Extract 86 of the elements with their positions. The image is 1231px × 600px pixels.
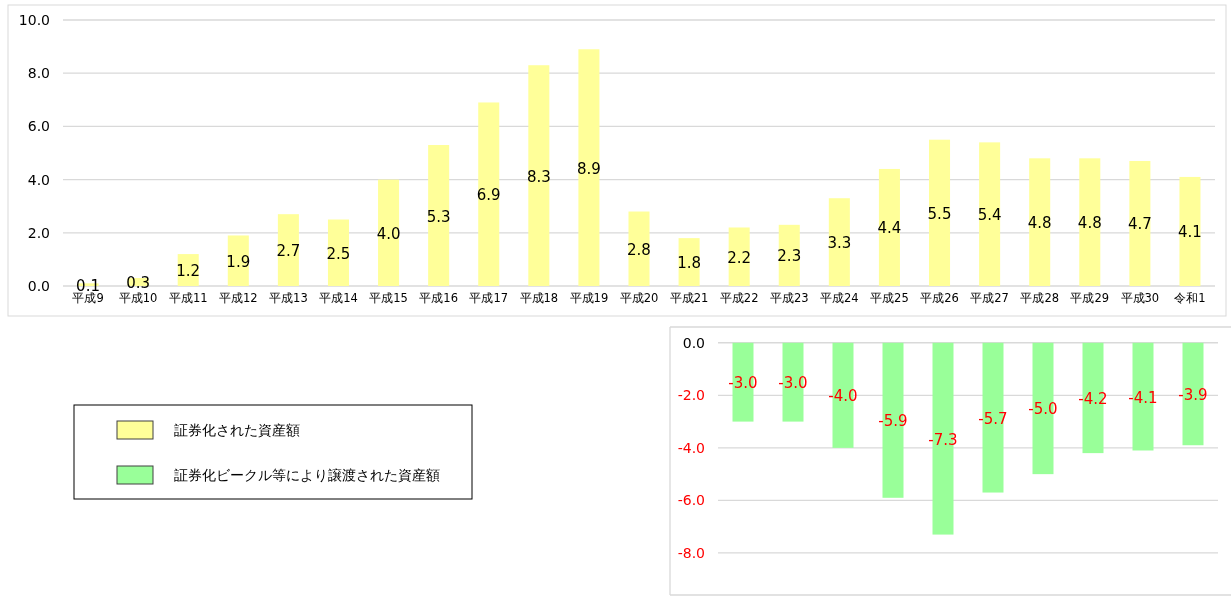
x-tick-label: 平成16	[419, 291, 458, 305]
data-label: -3.9	[1178, 386, 1208, 404]
x-tick-label: 平成27	[970, 291, 1009, 305]
data-label: 4.8	[1077, 214, 1102, 233]
y-tick-label: -8.0	[677, 544, 705, 561]
bar	[378, 179, 400, 286]
x-tick-label: 平成13	[269, 291, 308, 305]
bar	[628, 211, 650, 286]
data-label: 4.7	[1127, 215, 1152, 234]
y-tick-label: 2.0	[27, 224, 50, 241]
bar	[327, 219, 349, 286]
bar	[1029, 158, 1051, 286]
legend-label: 証券化された資産額	[174, 422, 300, 438]
x-tick-label: 平成23	[769, 291, 809, 305]
x-tick-label: 平成12	[218, 291, 258, 305]
x-tick-label: 平成11	[168, 291, 208, 305]
bar	[428, 145, 450, 286]
x-tick-label: 平成18	[519, 291, 559, 305]
x-tick-label: 平成29	[1070, 291, 1110, 305]
y-tick-label: 0.0	[27, 278, 50, 294]
data-label: 4.0	[376, 224, 401, 243]
data-label: 3.3	[827, 234, 852, 253]
data-label: -5.9	[878, 412, 908, 431]
x-tick-label: 平成19	[569, 291, 609, 305]
y-tick-label: 0.0	[682, 334, 705, 351]
bar	[528, 65, 550, 286]
data-label: 6.9	[476, 186, 501, 205]
data-label: 5.3	[426, 207, 451, 226]
data-label: 1.8	[677, 254, 702, 273]
legend-label: 証券化ビークル等により譲渡された資産額	[174, 467, 440, 483]
data-label: 8.9	[576, 159, 601, 178]
data-label: 8.3	[526, 167, 551, 186]
data-label: 4.4	[877, 219, 902, 238]
y-tick-label: -6.0	[677, 492, 705, 509]
bar	[227, 235, 249, 286]
data-label: 5.5	[927, 204, 952, 223]
bar	[578, 49, 600, 286]
bar	[1079, 158, 1101, 286]
x-tick-label: 平成10	[118, 291, 158, 305]
y-tick-label: 8.0	[27, 65, 50, 82]
bar	[277, 214, 299, 286]
x-tick-label: 平成14	[319, 291, 358, 305]
data-label: -3.0	[778, 374, 808, 393]
x-tick-label: 平成22	[719, 291, 759, 305]
x-tick-label: 平成15	[369, 291, 408, 305]
data-label: 2.5	[326, 244, 351, 263]
data-label: 4.8	[1027, 214, 1052, 233]
bar	[1179, 176, 1201, 286]
x-tick-label: 平成30	[1120, 291, 1160, 305]
y-tick-label: 6.0	[27, 118, 50, 135]
data-label: 2.7	[276, 242, 301, 261]
data-label: 2.2	[727, 248, 752, 267]
bar	[929, 139, 951, 286]
y-tick-label: 4.0	[27, 171, 50, 188]
data-label: 4.1	[1178, 223, 1202, 242]
y-tick-label: -2.0	[677, 387, 705, 404]
x-tick-label: 令和1	[1174, 291, 1206, 305]
data-label: 0.3	[126, 274, 151, 293]
data-label: 2.3	[777, 247, 802, 266]
x-tick-label: 平成21	[669, 291, 709, 305]
bar	[1129, 160, 1151, 286]
data-label: 2.8	[627, 240, 651, 259]
x-tick-label: 平成26	[920, 291, 959, 305]
data-label: -7.3	[928, 430, 958, 449]
x-tick-label: 平成20	[619, 291, 659, 305]
data-label: -4.2	[1078, 389, 1108, 408]
data-label: 1.9	[226, 252, 251, 271]
x-tick-label: 平成24	[820, 291, 859, 305]
x-tick-label: 平成25	[870, 291, 909, 305]
data-label: -3.0	[728, 374, 758, 393]
y-tick-label: -4.0	[677, 439, 705, 456]
data-label: 5.4	[977, 206, 1002, 225]
x-tick-label: 平成28	[1020, 291, 1060, 305]
bar	[778, 224, 800, 286]
bar	[878, 168, 900, 286]
data-label: -4.1	[1128, 388, 1158, 407]
bar	[728, 227, 750, 286]
data-label: 1.2	[176, 262, 201, 281]
bar	[979, 142, 1001, 286]
y-tick-label: 10.0	[18, 12, 50, 28]
data-label: -5.0	[1028, 400, 1058, 419]
bar	[478, 102, 500, 286]
bar	[828, 198, 850, 286]
data-label: -4.0	[828, 387, 858, 406]
x-tick-label: 平成17	[469, 291, 509, 305]
data-label: -5.7	[978, 409, 1008, 428]
